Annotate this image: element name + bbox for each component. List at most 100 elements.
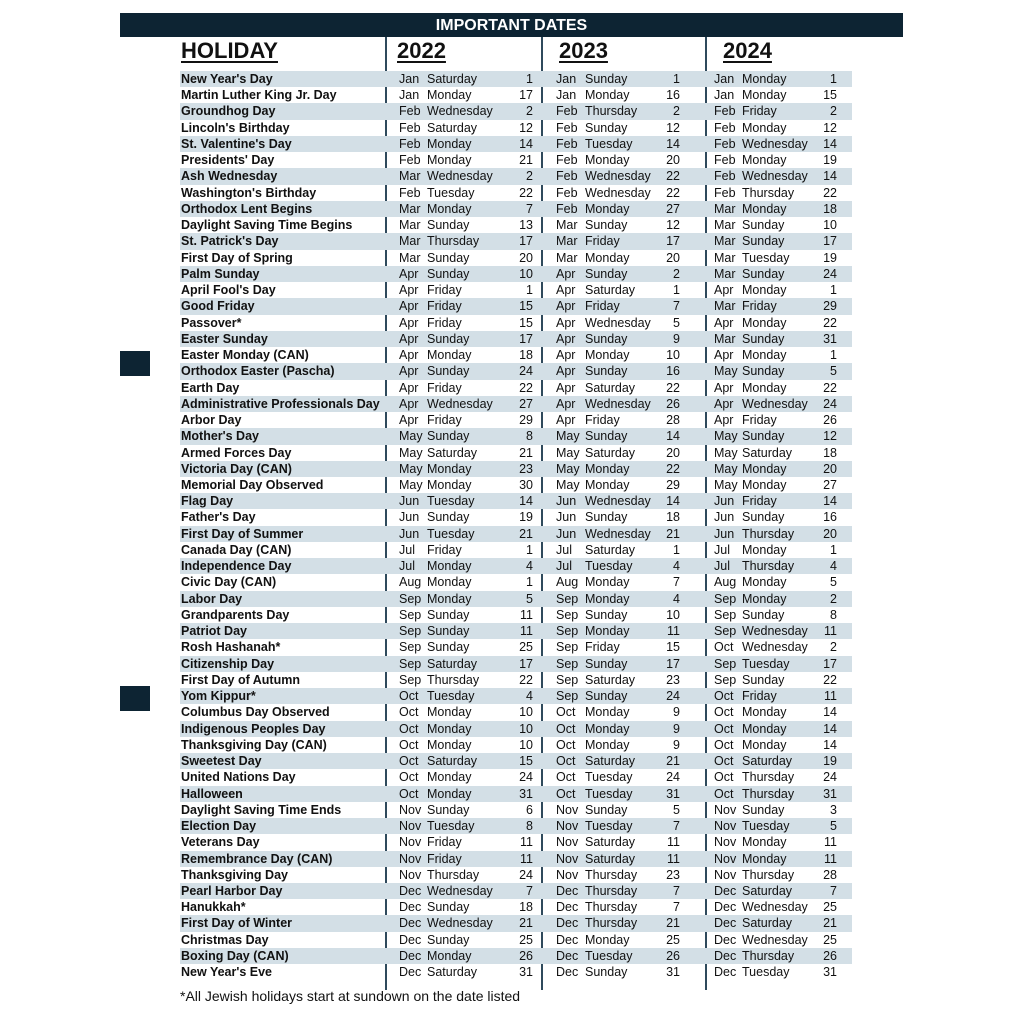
month-2023: Sep (556, 607, 579, 622)
month-2022: Jul (399, 559, 415, 574)
weekday-2023: Sunday (585, 72, 628, 86)
day-2022: 30 (519, 478, 533, 492)
weekday-2024: Monday (742, 201, 787, 216)
weekday-2024: Saturday (742, 884, 793, 898)
weekday-2022: Friday (427, 380, 462, 395)
day-2023: 14 (666, 494, 680, 509)
day-2024: 11 (824, 624, 837, 639)
table-row: Independence Day Jul Monday 4 Jul Tuesday 4 Jul… (180, 558, 852, 575)
table-row: Thanksgiving Day (CAN) Oct Monday 10 Oct Mond… (180, 737, 852, 753)
weekday-2023: Sunday (585, 510, 628, 525)
table-row: Mother's Day May Sunday 8 May Sunday 14 May Sund… (180, 428, 852, 445)
weekday-2024: Monday (742, 835, 787, 850)
holiday-header: HOLIDAY (181, 38, 278, 63)
weekday-2024: Friday (742, 299, 777, 314)
weekday-2023: Saturday (585, 283, 636, 298)
weekday-2022: Saturday (427, 72, 478, 86)
day-2023: 22 (666, 185, 680, 200)
weekday-2022: Sunday (427, 250, 470, 265)
day-2024: 17 (823, 234, 837, 249)
day-2022: 19 (519, 510, 533, 525)
weekday-2023: Tuesday (585, 948, 633, 963)
weekday-2022: Wednesday (427, 396, 493, 411)
weekday-2024: Monday (742, 737, 787, 752)
table-row: Orthodox Lent Begins Mar Monday 7 Feb Monday 2… (180, 200, 852, 218)
table-row: Columbus Day Observed Oct Monday 10 Oct Monda… (180, 704, 852, 720)
day-2022: 5 (526, 591, 533, 606)
holiday-name: Veterans Day (181, 835, 260, 850)
table-row: Martin Luther King Jr. Day Jan Monday 17 Jan… (180, 87, 852, 103)
month-2023: Apr (556, 266, 576, 281)
day-2022: 1 (526, 283, 533, 298)
day-2024: 10 (823, 218, 837, 233)
month-2023: Feb (556, 136, 578, 151)
day-2023: 26 (666, 396, 680, 411)
month-2022: Jul (399, 542, 415, 557)
day-2022: 24 (519, 770, 533, 785)
table-row: Easter Monday (CAN) Apr Monday 18 Apr Monday 1… (180, 347, 852, 363)
weekday-2024: Friday (742, 104, 777, 119)
weekday-2022: Wednesday (427, 884, 493, 898)
day-2022: 10 (519, 705, 533, 720)
day-2024: 24 (823, 266, 837, 281)
month-2023: Nov (556, 802, 579, 817)
day-2022: 22 (519, 185, 533, 200)
weekday-2023: Monday (585, 250, 630, 265)
holiday-name: Sweetest Day (181, 754, 262, 769)
day-2022: 12 (519, 120, 533, 135)
table-row: Sweetest Day Oct Saturday 15 Oct Saturday 21 Oc… (180, 753, 852, 770)
day-2024: 20 (823, 526, 837, 541)
weekday-2022: Sunday (427, 640, 470, 655)
year-header-2024: 2024 (723, 38, 772, 63)
day-2024: 1 (830, 283, 837, 298)
day-2022: 20 (519, 250, 533, 265)
day-2023: 14 (666, 429, 680, 444)
day-2023: 9 (673, 331, 680, 346)
table-row: New Year's Eve Dec Saturday 31 Dec Sunday 31 De… (180, 964, 852, 980)
day-2022: 7 (526, 201, 533, 216)
table-row: First Day of Spring Mar Sunday 20 Mar Monday 2… (180, 250, 852, 266)
day-2023: 2 (673, 266, 680, 281)
table-row: Victoria Day (CAN) May Monday 23 May Monday 22… (180, 460, 852, 477)
weekday-2022: Sunday (427, 510, 470, 525)
day-2022: 24 (519, 867, 533, 882)
weekday-2024: Monday (742, 153, 787, 168)
weekday-2024: Monday (742, 120, 787, 135)
weekday-2024: Thursday (742, 867, 795, 882)
weekday-2024: Friday (742, 689, 777, 704)
table-row: Passover* Apr Friday 15 Apr Wednesday 5 Apr Mond… (180, 315, 852, 331)
month-2024: Sep (714, 624, 737, 639)
month-2022: Jun (399, 494, 420, 509)
month-2024: Nov (714, 867, 737, 882)
month-2022: May (399, 461, 423, 476)
weekday-2022: Tuesday (427, 494, 475, 509)
month-2024: Oct (714, 721, 734, 736)
day-2023: 28 (666, 413, 680, 428)
day-2022: 17 (519, 234, 533, 249)
side-tab-marker (120, 351, 150, 376)
weekday-2024: Monday (742, 721, 787, 736)
day-2024: 14 (823, 494, 837, 509)
weekday-2022: Sunday (427, 218, 470, 233)
holiday-name: First Day of Winter (181, 916, 293, 931)
month-2024: Feb (714, 120, 736, 135)
day-2024: 5 (830, 575, 837, 590)
month-2022: Jun (399, 510, 420, 525)
month-2023: Apr (556, 299, 576, 314)
weekday-2023: Sunday (585, 266, 628, 281)
holiday-name: St. Valentine's Day (181, 136, 292, 151)
month-2024: Dec (714, 948, 737, 963)
month-2022: Nov (399, 851, 422, 866)
table-row: New Year's Day Jan Saturday 1 Jan Sunday 1 Jan M… (180, 71, 852, 88)
holiday-name: Armed Forces Day (181, 445, 292, 460)
weekday-2022: Monday (427, 948, 472, 963)
month-2024: Jun (714, 494, 735, 509)
month-2022: Aug (399, 575, 422, 590)
table-row: First Day of Summer Jun Tuesday 21 Jun Wednes… (180, 525, 852, 542)
weekday-2024: Saturday (742, 445, 793, 460)
month-2024: May (714, 461, 738, 476)
day-2024: 25 (823, 900, 837, 915)
month-2023: Mar (556, 250, 578, 265)
month-2023: Jan (556, 88, 577, 103)
footnote: *All Jewish holidays start at sundown on… (180, 988, 521, 1004)
